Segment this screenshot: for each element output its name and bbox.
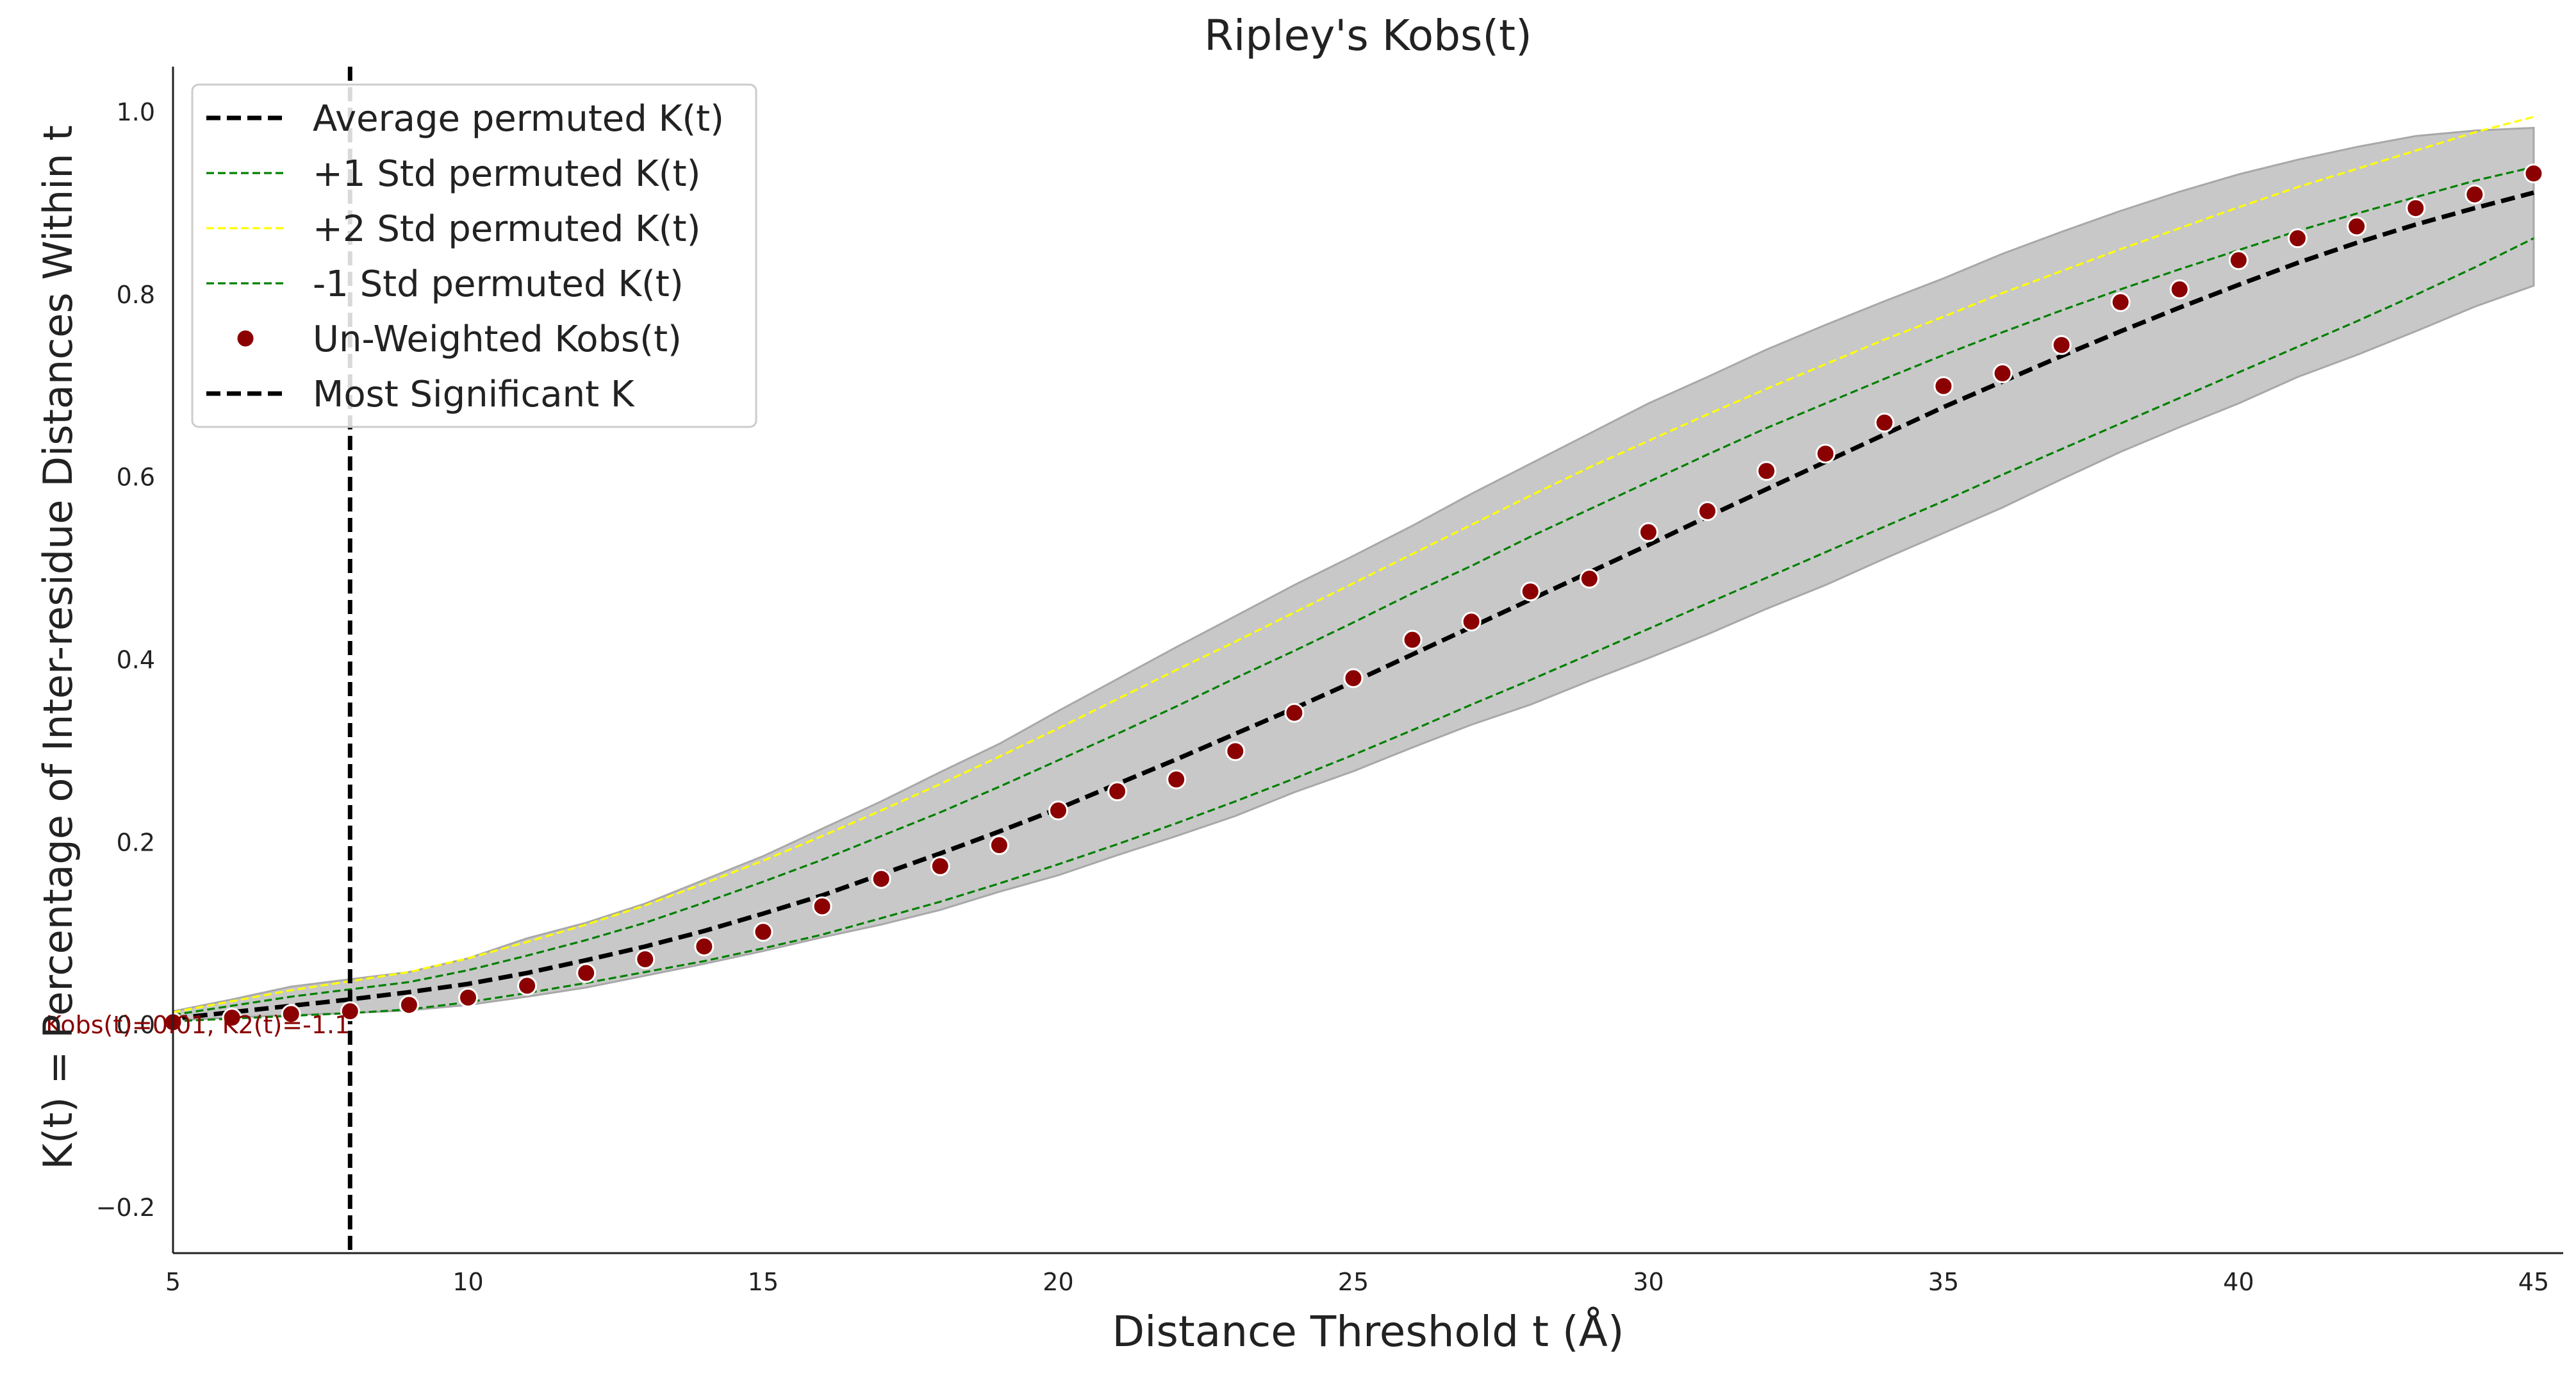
x-tick-label: 5 (165, 1268, 181, 1296)
x-tick-labels: 5 10 15 20 25 30 35 40 45 (165, 1268, 2549, 1296)
kobs-point (1166, 769, 1187, 790)
legend-label-1: Average permuted K(t) (313, 98, 724, 140)
legend-label-2: +1 Std permuted K(t) (313, 153, 700, 195)
band-layer (172, 126, 2535, 1022)
kobs-point (1579, 569, 1599, 589)
y-tick-label: 0.6 (117, 463, 155, 492)
kobs-point (281, 1004, 301, 1024)
kobs-point (694, 936, 714, 957)
kobs-point (340, 1001, 360, 1022)
annotation-label: Kobs(t)=0.01, K2(t)=-1.1 (45, 1011, 350, 1039)
y-tick-label: −0.2 (96, 1194, 155, 1222)
series-line-2 (172, 166, 2534, 1016)
kobs-point (1874, 412, 1895, 433)
kobs-point (2465, 184, 2485, 204)
legend-label-3: +2 Std permuted K(t) (313, 208, 700, 250)
kobs-point (2347, 216, 2367, 237)
kobs-point (2406, 198, 2426, 219)
series-line-3 (172, 115, 2534, 1013)
kobs-point (753, 922, 773, 942)
kobs-point (871, 869, 891, 889)
x-axis-label: Distance Threshold t (Å) (1112, 1307, 1624, 1356)
kobs-point (576, 963, 597, 983)
kobs-point (1756, 461, 1777, 481)
kobs-point (2523, 163, 2544, 184)
scatter-layer (163, 163, 2544, 1033)
std-band-area (172, 126, 2535, 1022)
kobs-point (1343, 668, 1364, 688)
kobs-point (1402, 629, 1423, 650)
x-tick-label: 35 (1928, 1268, 1959, 1296)
y-tick-label: 0.2 (117, 828, 155, 856)
kobs-point (222, 1008, 242, 1028)
x-tick-label: 10 (452, 1268, 483, 1296)
legend-swatch-5 (235, 328, 256, 349)
y-tick-label: 0.8 (117, 281, 155, 309)
kobs-point (1520, 581, 1540, 602)
series-line-4 (172, 237, 2534, 1022)
kobs-point (989, 835, 1009, 856)
y-axis-label: K(t) = Percentage of Inter-residue Dista… (35, 125, 81, 1169)
x-tick-label: 45 (2518, 1268, 2549, 1296)
kobs-point (1461, 612, 1482, 632)
y-tick-label: 1.0 (117, 98, 155, 126)
kobs-point (635, 949, 656, 970)
kobs-point (1992, 363, 2013, 383)
kobs-point (812, 896, 832, 917)
x-tick-label: 15 (748, 1268, 779, 1296)
legend: Average permuted K(t) +1 Std permuted K(t… (191, 83, 757, 428)
x-tick-label: 40 (2223, 1268, 2254, 1296)
legend-label-4: -1 Std permuted K(t) (313, 263, 684, 305)
x-tick-label: 20 (1043, 1268, 1073, 1296)
chart-title: Ripley's Kobs(t) (1204, 11, 1532, 60)
kobs-point (2051, 335, 2072, 355)
kobs-point (399, 995, 419, 1015)
y-tick-labels: −0.2 0.0 0.2 0.4 0.6 0.8 1.0 (96, 98, 155, 1222)
kobs-point (517, 976, 538, 996)
legend-frame (191, 83, 757, 428)
kobs-point (2288, 228, 2308, 249)
x-tick-label: 25 (1338, 1268, 1369, 1296)
kobs-point (1697, 501, 1718, 521)
legend-items: Average permuted K(t) +1 Std permuted K(t… (206, 98, 724, 415)
kobs-point (1107, 781, 1128, 802)
kobs-point (930, 856, 950, 876)
legend-label-6: Most Significant K (313, 374, 635, 415)
kobs-point (1815, 444, 1836, 464)
y-tick-label: 0.4 (117, 646, 155, 674)
y-tick-label: 0.0 (117, 1011, 155, 1039)
kobs-point (1225, 741, 1246, 761)
legend-label-5: Un-Weighted Kobs(t) (313, 319, 682, 360)
kobs-point (2228, 250, 2249, 270)
kobs-point (1048, 800, 1068, 820)
kobs-point (1933, 376, 1954, 396)
kobs-point (458, 987, 478, 1008)
axes-layer (172, 67, 2563, 1254)
kobs-point (1284, 703, 1305, 723)
kobs-point (2169, 279, 2190, 299)
kobs-point (1638, 522, 1658, 542)
x-tick-label: 30 (1633, 1268, 1664, 1296)
kobs-point (2110, 292, 2131, 312)
